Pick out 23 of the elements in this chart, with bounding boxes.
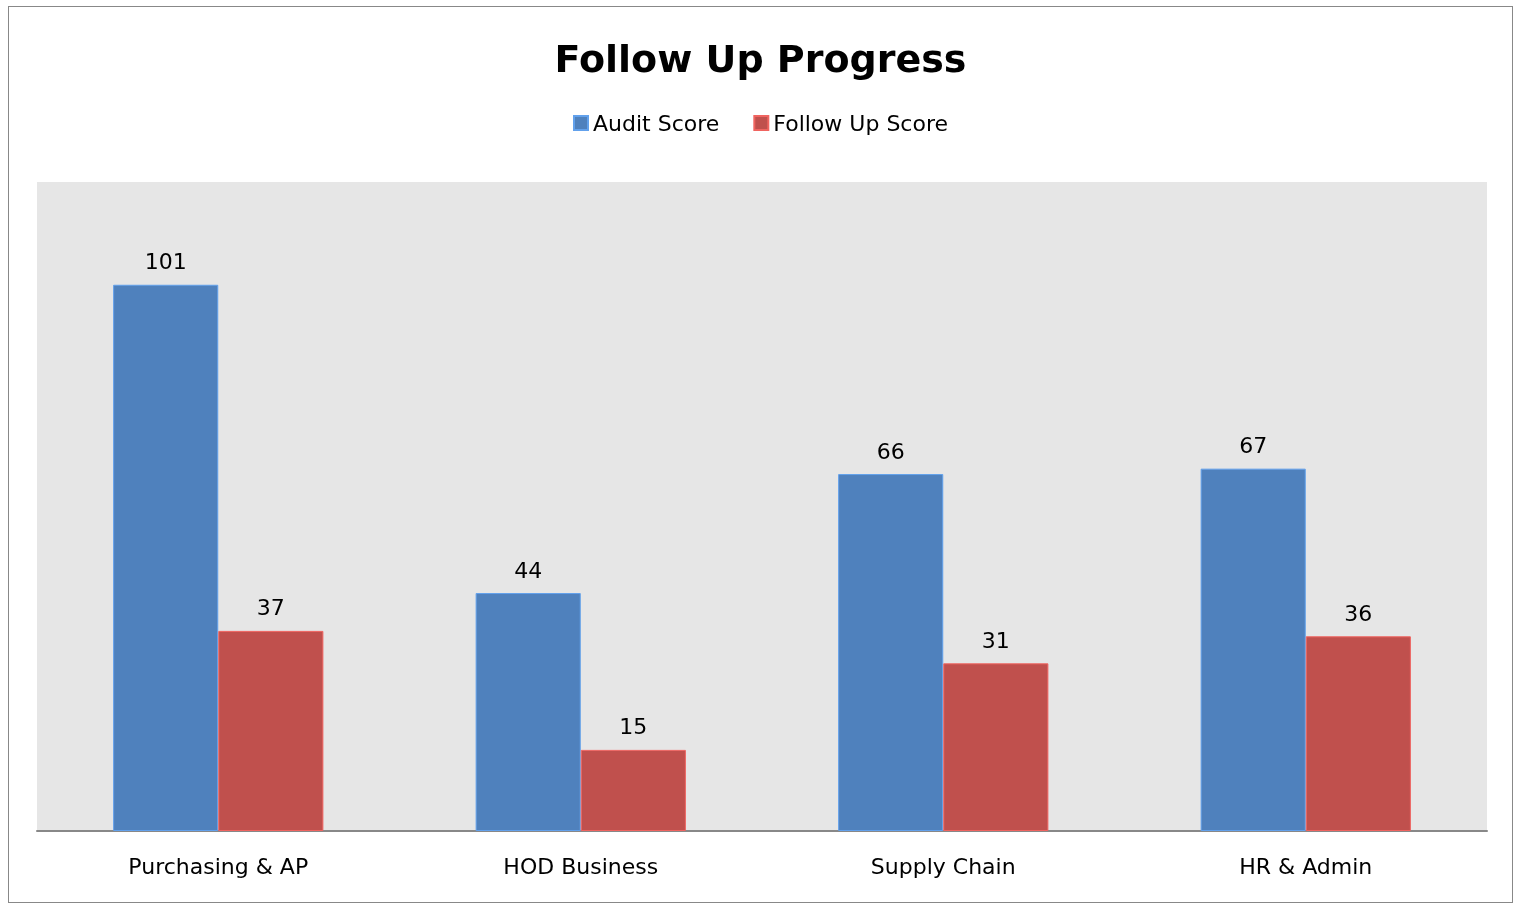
data-label: 31 [981, 627, 1010, 653]
bar [218, 630, 324, 831]
x-tick-label: HR & Admin [1239, 853, 1373, 879]
bar [475, 593, 581, 831]
x-tick-label: Supply Chain [870, 853, 1016, 879]
x-tick-label: Purchasing & AP [128, 853, 309, 879]
bar [943, 663, 1049, 831]
data-label: 15 [619, 714, 648, 740]
bar [1200, 468, 1306, 831]
data-label: 44 [514, 557, 543, 583]
data-label: 67 [1239, 433, 1268, 459]
x-tick-label: HOD Business [503, 853, 659, 879]
bar [113, 284, 219, 831]
data-label: 101 [144, 249, 187, 275]
bar [580, 749, 686, 831]
chart-title: Follow Up Progress [554, 37, 967, 81]
data-label: 66 [876, 438, 905, 464]
legend-label: Audit Score [593, 110, 720, 136]
legend-label: Follow Up Score [773, 110, 948, 136]
data-label: 36 [1344, 600, 1373, 626]
bar [838, 474, 944, 831]
bar [1305, 636, 1411, 831]
data-label: 37 [256, 595, 285, 621]
